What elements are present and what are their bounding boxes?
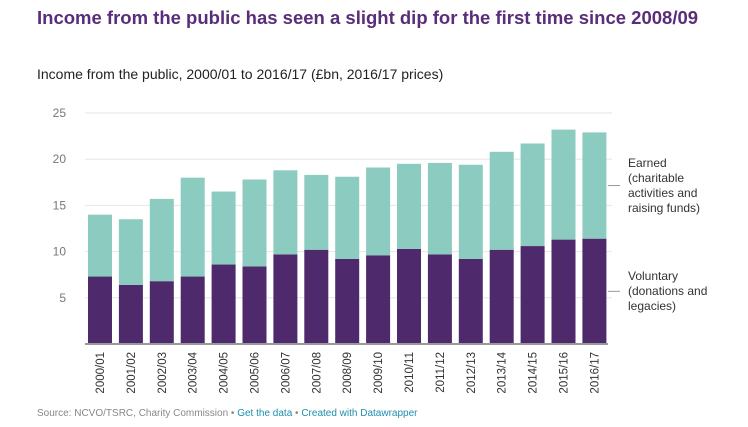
bar-earned bbox=[582, 132, 607, 239]
bar-earned bbox=[149, 198, 174, 282]
legend-label-voluntary: Voluntary (donations and legacies) bbox=[628, 269, 707, 314]
bar-earned bbox=[427, 162, 452, 255]
bar-voluntary bbox=[427, 254, 452, 344]
legend-line: Earned bbox=[628, 156, 667, 170]
x-tick-label: 2001/02 bbox=[126, 352, 138, 394]
bar-voluntary bbox=[118, 284, 143, 344]
y-tick-label: 10 bbox=[53, 245, 67, 259]
chart-title: Income from the public has seen a slight… bbox=[37, 7, 699, 28]
bar-earned bbox=[397, 163, 421, 249]
separator: • bbox=[228, 408, 238, 419]
datawrapper-link[interactable]: Created with Datawrapper bbox=[301, 408, 418, 419]
bar-voluntary bbox=[180, 276, 205, 344]
legend-label-earned: Earned (charitable activities and raising f… bbox=[628, 156, 700, 216]
x-tick-label: 2008/09 bbox=[342, 352, 354, 394]
footer: Source: NCVO/TSRC, Charity Commission • … bbox=[37, 408, 418, 419]
bar-voluntary bbox=[273, 254, 298, 344]
bar-voluntary bbox=[366, 255, 391, 344]
bar-earned bbox=[211, 191, 236, 265]
x-tick-label: 2003/04 bbox=[188, 351, 200, 393]
x-tick-label: 2012/13 bbox=[466, 352, 478, 394]
get-data-link[interactable]: Get the data bbox=[237, 408, 293, 419]
bar-voluntary bbox=[335, 258, 360, 344]
y-tick-label: 25 bbox=[53, 106, 67, 120]
chart-subtitle: Income from the public, 2000/01 to 2016/… bbox=[37, 66, 444, 82]
legend-line: legacies) bbox=[628, 299, 677, 313]
x-tick-label: 2014/15 bbox=[528, 352, 540, 394]
bar-voluntary bbox=[551, 239, 576, 344]
bar-voluntary bbox=[582, 238, 607, 344]
bar-voluntary bbox=[458, 258, 483, 344]
x-tick-label: 2015/16 bbox=[559, 352, 571, 394]
x-tick-label: 2007/08 bbox=[311, 352, 323, 394]
legend-line: activities and bbox=[628, 186, 698, 200]
y-tick-label: 15 bbox=[53, 198, 67, 212]
bar-earned bbox=[551, 129, 576, 240]
y-tick-label: 20 bbox=[53, 152, 67, 166]
x-tick-label: 2016/17 bbox=[589, 352, 601, 394]
stacked-bar-chart: 5 10 15 20 25 2000/01 2001/02 2002/03 2003/04 200… bbox=[53, 106, 620, 394]
bar-earned bbox=[489, 151, 514, 250]
x-tick-label: 2000/01 bbox=[95, 352, 107, 394]
bar-earned bbox=[520, 143, 545, 247]
legend-line: (charitable bbox=[628, 171, 685, 185]
bar-voluntary bbox=[211, 264, 236, 344]
x-tick-label: 2006/07 bbox=[280, 352, 292, 394]
bar-voluntary bbox=[242, 266, 267, 344]
bar-earned bbox=[242, 179, 267, 267]
bar-voluntary bbox=[397, 248, 421, 344]
x-tick-label: 2004/05 bbox=[219, 352, 231, 394]
bar-earned bbox=[118, 219, 143, 285]
bar-voluntary bbox=[304, 249, 329, 344]
x-tick-label: 2010/11 bbox=[404, 352, 416, 393]
x-tick-label: 2002/03 bbox=[157, 352, 169, 394]
legend-line: (donations and bbox=[628, 284, 708, 298]
source-text: Source: NCVO/TSRC, Charity Commission bbox=[37, 408, 229, 419]
bar-voluntary bbox=[149, 281, 174, 344]
bar-voluntary bbox=[489, 249, 514, 344]
bar-earned bbox=[304, 174, 329, 250]
bar-earned bbox=[273, 170, 298, 255]
bar-earned bbox=[335, 176, 360, 259]
x-tick-label: 2005/06 bbox=[250, 352, 262, 394]
x-tick-label: 2011/12 bbox=[435, 352, 447, 393]
bar-earned bbox=[366, 167, 391, 256]
bar-voluntary bbox=[88, 276, 112, 344]
bar-earned bbox=[180, 177, 205, 277]
bar-earned bbox=[88, 214, 112, 277]
bar-voluntary bbox=[520, 246, 545, 344]
separator: • bbox=[292, 408, 302, 419]
y-tick-label: 5 bbox=[59, 291, 66, 305]
legend-line: Voluntary bbox=[628, 269, 679, 283]
x-tick-label: 2009/10 bbox=[373, 352, 385, 394]
x-tick-label: 2013/14 bbox=[497, 351, 509, 393]
bar-earned bbox=[458, 164, 483, 259]
legend-line: raising funds) bbox=[628, 201, 701, 215]
